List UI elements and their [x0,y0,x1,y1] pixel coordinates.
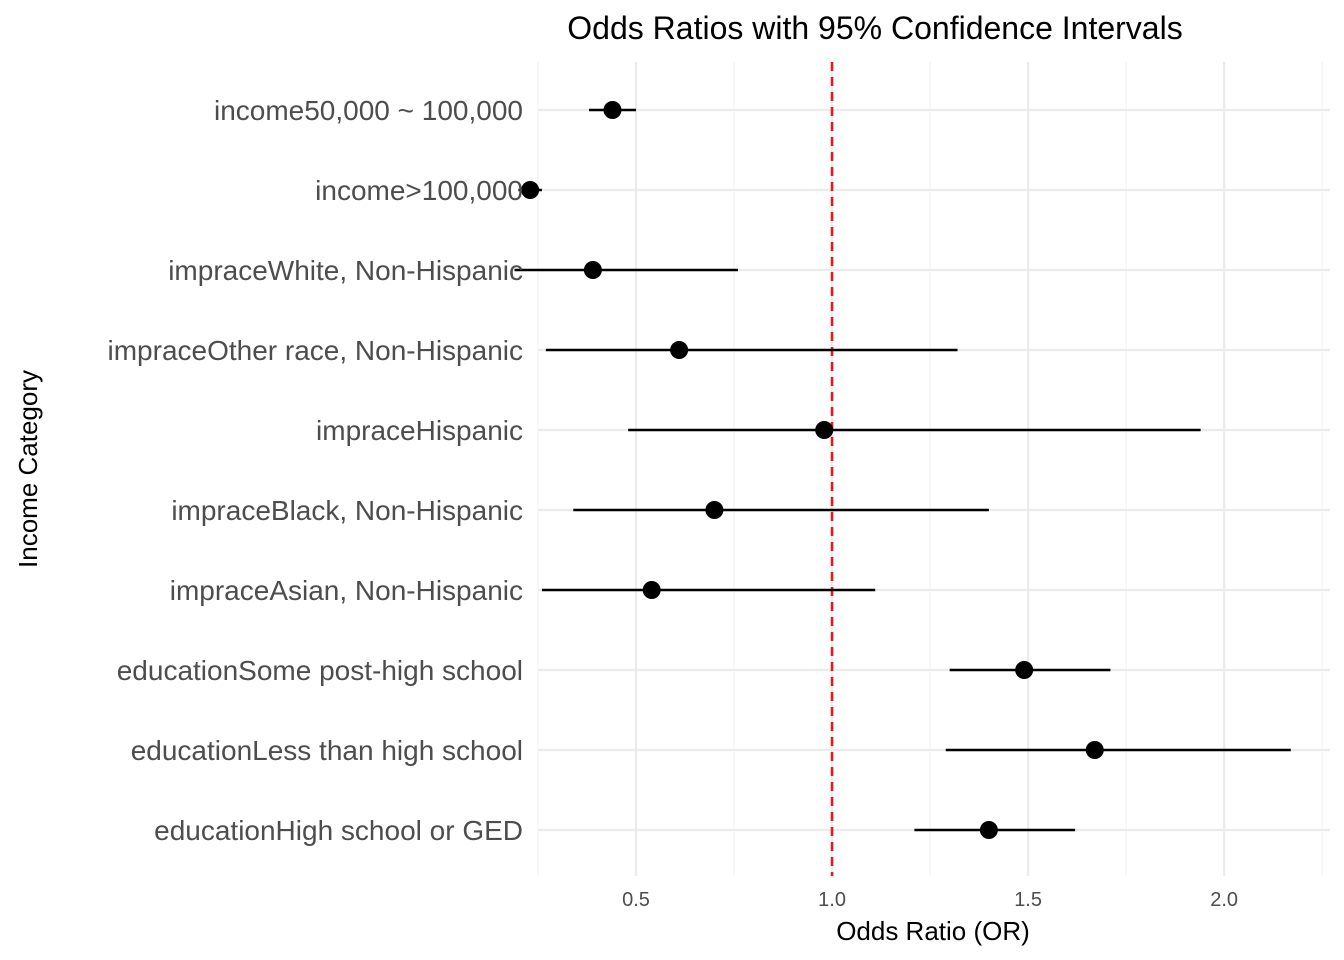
x-tick-label: 1.5 [1014,889,1042,911]
odds-ratio-point [603,101,622,119]
y-tick-label: income50,000 ~ 100,000 [214,95,523,126]
y-tick-label: educationLess than high school [131,735,523,766]
grid [537,62,1330,876]
odds-ratio-point [642,581,661,599]
x-tick-label: 0.5 [622,889,650,911]
y-axis-title: Income Category [13,370,43,568]
odds-ratio-point [583,261,602,279]
y-tick-label: impraceAsian, Non-Hispanic [170,575,523,606]
odds-ratio-point [1085,741,1104,759]
odds-ratio-point [705,501,724,519]
y-tick-label: impraceWhite, Non-Hispanic [168,255,523,286]
x-axis-title: Odds Ratio (OR) [836,916,1030,946]
x-tick-labels: 0.5 1.0 1.5 2.0 [622,889,1238,911]
chart-title: Odds Ratios with 95% Confidence Interval… [567,10,1182,46]
odds-ratio-point [521,181,540,199]
odds-ratio-point [979,821,998,839]
y-tick-label: impraceHispanic [316,415,523,446]
odds-ratio-point [815,421,834,439]
x-tick-label: 2.0 [1210,889,1238,911]
odds-ratio-point [670,341,689,359]
odds-ratio-point [1015,661,1034,679]
y-tick-label: educationSome post-high school [117,655,523,686]
y-tick-label: income>100,000 [315,175,523,206]
y-tick-label: impraceBlack, Non-Hispanic [171,495,523,526]
marks [514,101,1291,839]
y-tick-label: educationHigh school or GED [154,815,523,846]
x-tick-label: 1.0 [818,889,846,911]
y-tick-labels: income50,000 ~ 100,000 income>100,000 impr… [108,95,524,846]
y-tick-label: impraceOther race, Non-Hispanic [108,335,524,366]
